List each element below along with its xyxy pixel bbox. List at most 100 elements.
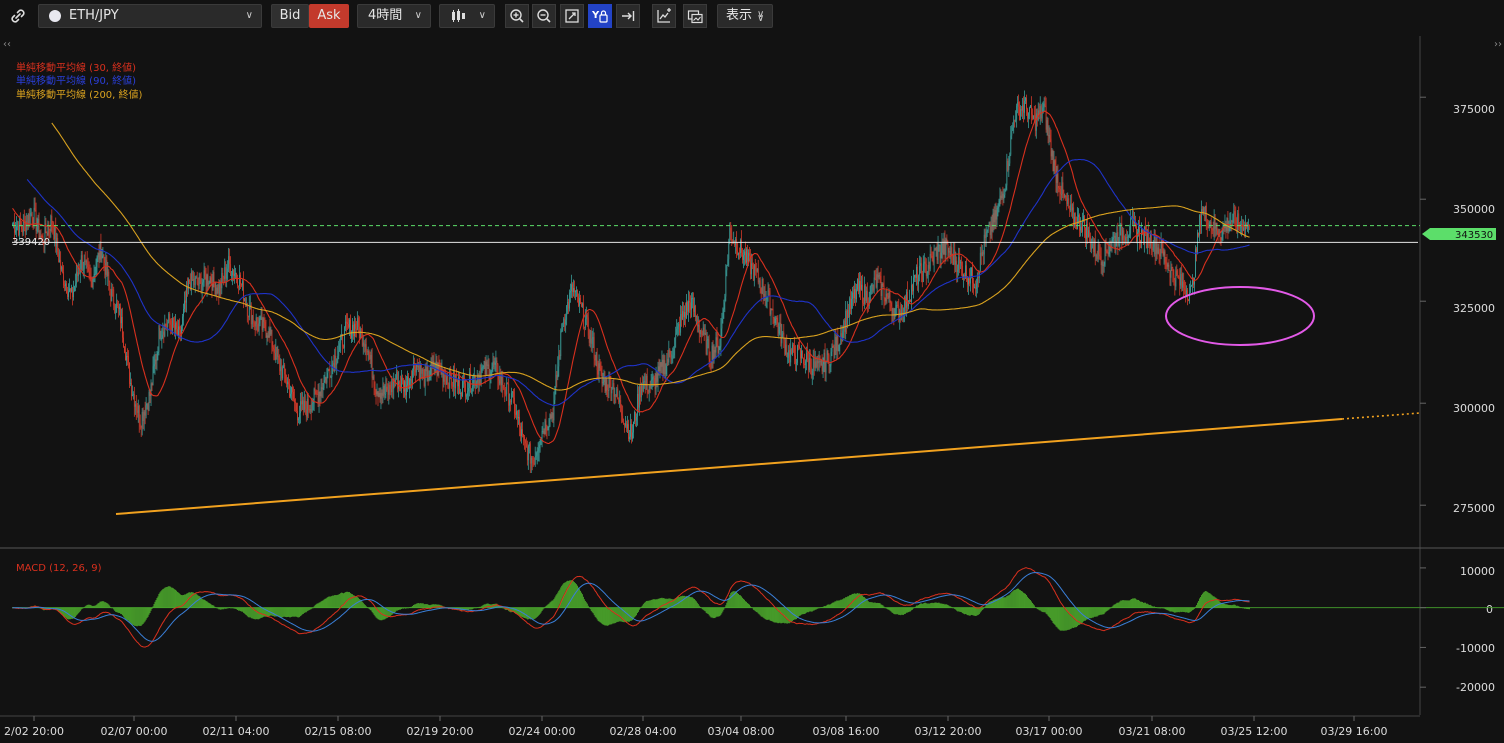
candle — [32, 218, 34, 224]
symbol-select[interactable]: ETH/JPY ∨ — [38, 4, 262, 28]
candle — [39, 236, 41, 239]
candle — [1120, 223, 1122, 227]
candle — [1145, 229, 1147, 249]
candle — [307, 399, 309, 410]
candle — [268, 328, 270, 338]
macd-histogram-bar — [1102, 607, 1104, 615]
ask-button[interactable]: Ask — [309, 4, 349, 28]
candle — [244, 298, 246, 306]
candle — [647, 392, 649, 394]
trend-line[interactable] — [115, 418, 1343, 515]
candle — [747, 249, 748, 262]
macd-histogram-bar — [90, 605, 92, 608]
macd-histogram-bar — [242, 607, 244, 613]
macd-tick-label: -10000 — [1456, 642, 1495, 655]
macd-histogram-bar — [486, 603, 488, 608]
macd-histogram-bar — [770, 607, 772, 621]
macd-histogram-bar — [650, 599, 652, 608]
macd-histogram-bar — [878, 603, 880, 608]
fit-icon[interactable] — [560, 4, 584, 28]
candle — [1059, 188, 1061, 195]
candle — [1033, 115, 1035, 117]
candle — [1022, 105, 1023, 111]
candle — [112, 289, 114, 291]
macd-histogram-bar — [488, 603, 490, 608]
macd-histogram-bar — [144, 607, 146, 622]
candle — [822, 364, 824, 372]
timeframe-select[interactable]: 4時間 ∨ — [357, 4, 431, 28]
macd-histogram-bar — [338, 594, 340, 608]
zoom-in-icon[interactable] — [505, 4, 529, 28]
candle — [941, 243, 943, 253]
candle — [1034, 115, 1036, 131]
candle — [384, 393, 386, 395]
macd-histogram-bar — [45, 607, 47, 610]
candle — [963, 275, 965, 279]
display-menu[interactable]: 表示 ∨ ∨ — [717, 4, 773, 28]
macd-histogram-bar — [862, 596, 864, 608]
candle — [975, 283, 977, 289]
macd-axis[interactable]: 10000 0 -10000 -20000 — [1456, 565, 1495, 694]
macd-histogram-bar — [929, 603, 931, 608]
candle — [54, 226, 56, 240]
macd-histogram-bar — [255, 607, 257, 620]
scroll-left-icon[interactable]: ‹‹ — [3, 39, 11, 50]
macd-histogram-bar — [548, 603, 550, 608]
macd-histogram-bar — [809, 607, 811, 612]
price-chart[interactable]: 375000 350000 325000 300000 275000 10000… — [0, 34, 1504, 743]
x-tick-label: 02/07 00:00 — [101, 725, 168, 738]
time-axis[interactable]: 2/02 20:00 02/07 00:00 02/11 04:00 02/15 08… — [4, 716, 1387, 738]
link-icon[interactable] — [6, 4, 30, 28]
candle — [24, 221, 26, 232]
candle — [942, 243, 944, 255]
macd-histogram-bar — [466, 607, 467, 611]
candle — [365, 344, 367, 352]
candle — [1023, 105, 1024, 113]
compare-icon[interactable] — [683, 4, 707, 28]
macd-histogram-bar — [352, 594, 353, 608]
macd-histogram-bar — [292, 607, 293, 617]
candle — [1025, 97, 1026, 101]
macd-histogram-bar — [353, 595, 354, 608]
candle — [1122, 230, 1124, 240]
candle — [919, 263, 921, 266]
bid-button[interactable]: Bid — [271, 4, 309, 28]
auto-scale-icon[interactable]: Y — [588, 4, 612, 28]
macd-histogram-bar — [217, 607, 219, 609]
candle — [613, 383, 615, 397]
macd-histogram-bar — [1184, 607, 1186, 613]
scroll-right-icon[interactable]: ›› — [1494, 39, 1502, 50]
candle — [1013, 120, 1015, 128]
candle — [1124, 238, 1126, 241]
highlight-ellipse[interactable] — [1165, 286, 1315, 346]
chart-type-select[interactable]: ∨ — [439, 4, 495, 28]
macd-histogram-bar — [345, 592, 346, 608]
macd-histogram-bar — [1145, 603, 1147, 608]
add-indicator-icon[interactable] — [652, 4, 676, 28]
price-axis[interactable]: 375000 350000 325000 300000 275000 — [1453, 103, 1495, 515]
candle — [689, 300, 690, 303]
candle — [356, 317, 358, 330]
candle — [29, 213, 31, 224]
macd-histogram-bar — [1044, 607, 1046, 613]
zoom-out-icon[interactable] — [532, 4, 556, 28]
candle — [368, 351, 370, 355]
macd-histogram-bar — [343, 593, 345, 608]
candle — [714, 349, 716, 353]
macd-histogram-bar — [307, 607, 309, 611]
candle — [958, 257, 960, 270]
macd-histogram-bar — [551, 600, 553, 608]
candle — [431, 362, 433, 367]
macd-histogram-bar — [682, 595, 683, 608]
scroll-to-latest-icon[interactable] — [616, 4, 640, 28]
macd-histogram-bar — [813, 607, 815, 611]
macd-histogram-bar — [889, 607, 891, 611]
candle — [752, 265, 754, 281]
macd-histogram-bar — [605, 607, 607, 626]
macd-histogram-bar — [1093, 607, 1095, 617]
macd-histogram-bar — [932, 603, 934, 608]
macd-histogram-bar — [434, 604, 436, 608]
candle — [152, 366, 154, 386]
drawings[interactable] — [12, 225, 1421, 515]
macd-histogram-bar — [557, 592, 559, 608]
